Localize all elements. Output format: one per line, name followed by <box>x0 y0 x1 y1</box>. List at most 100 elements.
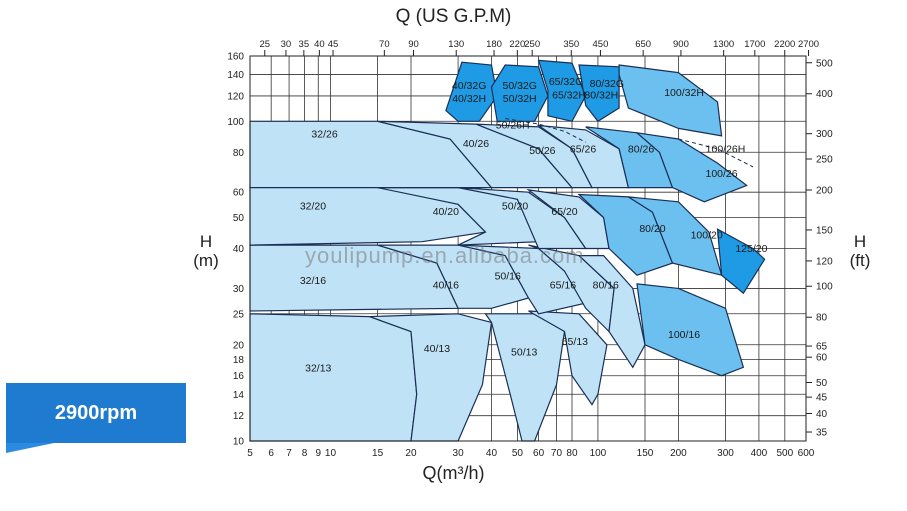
top-tick-label: 130 <box>448 39 464 50</box>
bottom-tick-label: 6 <box>268 448 274 459</box>
left-tick-label: 140 <box>227 70 244 81</box>
region-32-13 <box>249 313 418 442</box>
bottom-tick-label: 40 <box>486 448 498 459</box>
region-label-80-26: 80/26 <box>628 143 654 155</box>
region-label-100-16: 100/16 <box>668 329 700 341</box>
dashed-curve-50-26h <box>505 118 586 143</box>
right-tick-label: 80 <box>816 313 828 324</box>
bottom-tick-label: 50 <box>512 448 524 459</box>
region-label-65-32G: 65/32G <box>549 76 583 88</box>
left-axis-unit: (m) <box>193 251 219 270</box>
region-label-100-26H: 100/26H <box>706 143 746 155</box>
left-tick-label: 60 <box>233 188 245 199</box>
region-label-80-32G: 80/32G <box>590 78 624 90</box>
right-tick-label: 50 <box>816 378 828 389</box>
left-tick-label: 20 <box>233 340 245 351</box>
bottom-tick-label: 7 <box>286 448 292 459</box>
bottom-tick-label: 70 <box>551 448 563 459</box>
region-100-32H <box>618 64 723 137</box>
left-tick-label: 16 <box>233 371 245 382</box>
left-axis-title: H (m) <box>186 232 226 270</box>
left-tick-label: 80 <box>233 148 245 159</box>
region-100-16 <box>636 283 745 377</box>
top-tick-label: 70 <box>379 39 390 50</box>
region-label-80-32H: 80/32H <box>584 89 618 101</box>
top-tick-label: 25 <box>259 39 270 50</box>
top-tick-label: 350 <box>563 39 579 50</box>
bottom-tick-label: 10 <box>325 448 337 459</box>
region-label-100-20: 100/20 <box>691 229 723 241</box>
rpm-badge-tail <box>6 443 54 453</box>
top-tick-label: 450 <box>593 39 609 50</box>
top-tick-label: 180 <box>486 39 502 50</box>
left-tick-label: 14 <box>233 390 245 401</box>
region-label-32-16: 32/16 <box>300 275 326 287</box>
region-label-65-32H: 65/32H <box>552 89 586 101</box>
plot-frame <box>249 55 807 442</box>
left-tick-label: 12 <box>233 411 245 422</box>
region-80-32G <box>578 64 620 123</box>
top-axis-title: Q (US G.P.M) <box>395 6 512 27</box>
left-tick-label: 18 <box>233 355 245 366</box>
left-tick-label: 10 <box>233 437 245 448</box>
left-tick-label: 30 <box>233 284 245 295</box>
region-label-65-20: 65/20 <box>551 206 577 218</box>
left-tick-label: 40 <box>233 244 245 255</box>
bottom-tick-label: 5 <box>247 448 253 459</box>
region-label-40-16: 40/16 <box>433 279 459 291</box>
top-tick-label: 2200 <box>774 39 795 50</box>
region-label-40-32H: 40/32H <box>452 93 486 105</box>
bottom-tick-label: 30 <box>453 448 465 459</box>
rpm-badge: 2900rpm <box>6 383 186 443</box>
region-label-50-20: 50/20 <box>502 200 528 212</box>
region-label-50-26: 50/26 <box>529 145 555 157</box>
bottom-tick-label: 9 <box>315 448 321 459</box>
region-label-100-32H: 100/32H <box>664 87 704 99</box>
bottom-tick-label: 150 <box>637 448 654 459</box>
region-50-32G <box>490 64 549 122</box>
bottom-tick-label: 600 <box>798 448 815 459</box>
top-tick-label: 45 <box>328 39 339 50</box>
left-tick-label: 50 <box>233 213 245 224</box>
region-65-32G <box>537 59 587 122</box>
region-125-20 <box>716 228 766 295</box>
region-label-32-26: 32/26 <box>311 128 337 140</box>
region-label-40-26: 40/26 <box>463 138 489 150</box>
watermark: youlipump.en.alibaba.com <box>305 243 585 268</box>
top-tick-label: 2700 <box>798 39 819 50</box>
right-tick-label: 150 <box>816 225 833 236</box>
top-tick-label: 30 <box>281 39 292 50</box>
right-tick-label: 45 <box>816 393 828 404</box>
left-tick-label: 25 <box>233 309 245 320</box>
right-tick-label: 120 <box>816 256 833 267</box>
region-label-100-26: 100/26 <box>706 168 738 180</box>
bottom-tick-label: 500 <box>776 448 793 459</box>
top-tick-label: 250 <box>524 39 540 50</box>
right-tick-label: 100 <box>816 282 833 293</box>
bottom-tick-label: 15 <box>372 448 384 459</box>
right-tick-label: 65 <box>816 342 828 353</box>
right-axis-symbol: H <box>853 232 867 251</box>
right-tick-label: 40 <box>816 409 828 420</box>
region-label-50-32H: 50/32H <box>503 93 537 105</box>
region-label-80-20: 80/20 <box>639 223 665 235</box>
region-40-32G <box>445 61 498 122</box>
region-label-40-20: 40/20 <box>433 206 459 218</box>
right-tick-label: 400 <box>816 89 833 100</box>
top-tick-label: 40 <box>314 39 325 50</box>
region-label-50-16: 50/16 <box>495 270 521 282</box>
region-label-125-20: 125/20 <box>735 243 767 255</box>
right-axis-unit: (ft) <box>849 251 871 270</box>
left-axis-symbol: H <box>199 232 213 251</box>
left-tick-label: 100 <box>227 117 244 128</box>
bottom-tick-label: 100 <box>590 448 607 459</box>
top-tick-label: 1300 <box>713 39 734 50</box>
bottom-tick-label: 20 <box>405 448 417 459</box>
right-tick-label: 250 <box>816 155 833 166</box>
region-label-80-16: 80/16 <box>593 279 619 291</box>
region-label-50-26H: 50/26H <box>496 119 530 131</box>
region-label-40-32G: 40/32G <box>452 80 486 92</box>
top-tick-label: 650 <box>635 39 651 50</box>
region-label-50-13: 50/13 <box>511 347 537 359</box>
